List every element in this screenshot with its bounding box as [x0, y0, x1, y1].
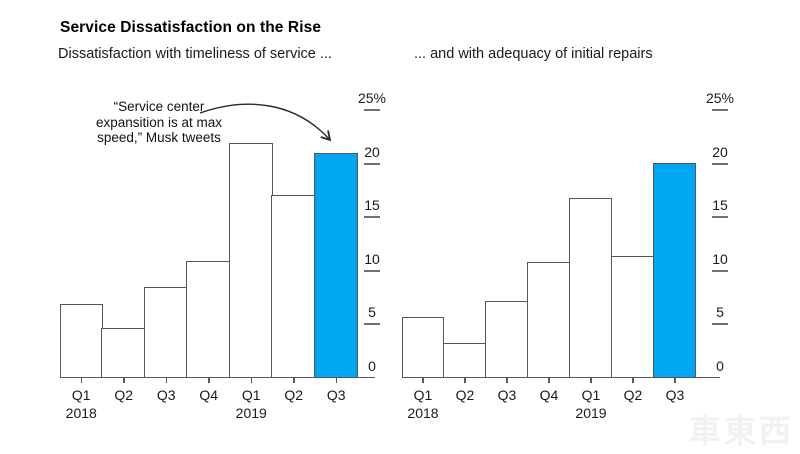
- x-axis-label: Q1: [241, 387, 261, 403]
- x-axis-label: Q3: [156, 387, 176, 403]
- x-axis-tick: [123, 378, 125, 383]
- annotation-line: “Service center: [113, 99, 205, 114]
- y-axis-label: 20: [364, 143, 380, 160]
- x-axis-tick: [632, 378, 634, 383]
- y-axis-label: 15: [712, 197, 728, 214]
- y-axis-tick-dash: [364, 162, 380, 165]
- x-axis-label: Q4: [199, 387, 219, 403]
- x-axis-label: Q4: [539, 387, 559, 403]
- bar-q3-2018: [143, 287, 188, 378]
- x-axis-label: Q1: [71, 387, 91, 403]
- y-axis-label: 20: [712, 143, 728, 160]
- x-axis-tick: [80, 378, 82, 383]
- musk-tweet-annotation: “Service center expansition is at max sp…: [72, 99, 246, 146]
- y-axis-tick-dash: [364, 269, 380, 272]
- y-axis-label: 15: [364, 197, 380, 214]
- right-chart-subtitle: ... and with adequacy of initial repairs: [414, 46, 653, 62]
- y-axis-label: 10: [364, 250, 380, 267]
- left-bar-chart: Q1 2018 Q2 Q3 Q4 Q1 2019 Q2 Q3 0 5 10 15 20 25%: [60, 90, 400, 428]
- watermark-logo: 車東西: [688, 413, 794, 449]
- y-axis-label: 10: [712, 250, 728, 267]
- bar-q2-2018: [101, 328, 145, 378]
- x-axis-year-label: 2018: [65, 405, 97, 421]
- y-axis-label: 5: [368, 304, 376, 321]
- x-axis-label: Q3: [326, 387, 346, 403]
- x-axis-tick: [165, 378, 167, 383]
- x-axis-tick: [590, 378, 592, 383]
- y-axis-tick-dash: [712, 269, 728, 272]
- annotation-line: expansition is at max: [95, 114, 223, 130]
- x-axis-tick: [464, 378, 466, 383]
- y-axis-tick-dash: [712, 216, 728, 219]
- bar-q1-2019: [568, 198, 612, 378]
- x-axis-label: Q3: [665, 387, 685, 403]
- x-axis-label: Q2: [623, 387, 643, 403]
- x-axis-line: [60, 376, 375, 378]
- bar-q3-2019: [313, 153, 358, 378]
- x-axis-label: Q2: [114, 387, 134, 403]
- y-axis-label: 5: [716, 304, 724, 321]
- annotation-line: speed,” Musk tweets: [97, 130, 221, 145]
- x-axis-line: [402, 376, 720, 378]
- y-axis-tick-dash: [364, 323, 380, 326]
- bar-q2-2019: [610, 256, 654, 378]
- bar-q1-2019: [228, 143, 273, 378]
- x-axis-year-label: 2018: [407, 405, 439, 421]
- figure-title: Service Dissatisfaction on the Rise: [60, 19, 322, 36]
- x-axis-tick: [548, 378, 550, 383]
- bar-q3-2019: [652, 163, 696, 378]
- x-axis-label: Q2: [284, 387, 304, 403]
- x-axis-tick: [208, 378, 210, 383]
- y-axis-tick-dash: [712, 109, 728, 111]
- x-axis-tick: [506, 378, 508, 383]
- x-axis-tick: [422, 378, 424, 383]
- bar-q4-2018: [186, 261, 230, 378]
- y-axis-label: 25%: [705, 90, 735, 106]
- bar-q1-2018: [60, 304, 103, 378]
- y-axis-tick-dash: [712, 162, 728, 165]
- curved-arrow-icon: [199, 103, 340, 155]
- x-axis-label: Q1: [413, 387, 433, 403]
- bar-q2-2018: [442, 343, 486, 378]
- x-axis-label: Q1: [581, 387, 601, 403]
- x-axis-tick: [250, 378, 252, 383]
- x-axis-tick: [674, 378, 676, 383]
- right-bar-chart: Q1 2018 Q2 Q3 Q4 Q1 2019 Q2 Q3 0 5 10 15 20 25%: [402, 90, 742, 428]
- y-axis-tick-dash: [712, 323, 728, 326]
- x-axis-year-label: 2019: [575, 405, 607, 421]
- x-axis-label: Q2: [455, 387, 475, 403]
- left-chart-subtitle: Dissatisfaction with timeliness of servi…: [58, 46, 332, 62]
- x-axis-tick: [335, 378, 337, 383]
- x-axis-label: Q3: [497, 387, 517, 403]
- bar-q2-2019: [271, 195, 315, 378]
- y-axis-tick-dash: [364, 216, 380, 219]
- x-axis-year-label: 2019: [235, 405, 267, 421]
- y-axis-tick-dash: [364, 109, 380, 111]
- bar-q4-2018: [526, 262, 570, 378]
- bar-q3-2018: [484, 301, 528, 378]
- bar-q1-2018: [402, 317, 444, 378]
- y-axis-label: 25%: [357, 90, 387, 106]
- y-axis-label: 0: [716, 358, 724, 374]
- x-axis-tick: [293, 378, 295, 383]
- y-axis-label: 0: [368, 358, 376, 374]
